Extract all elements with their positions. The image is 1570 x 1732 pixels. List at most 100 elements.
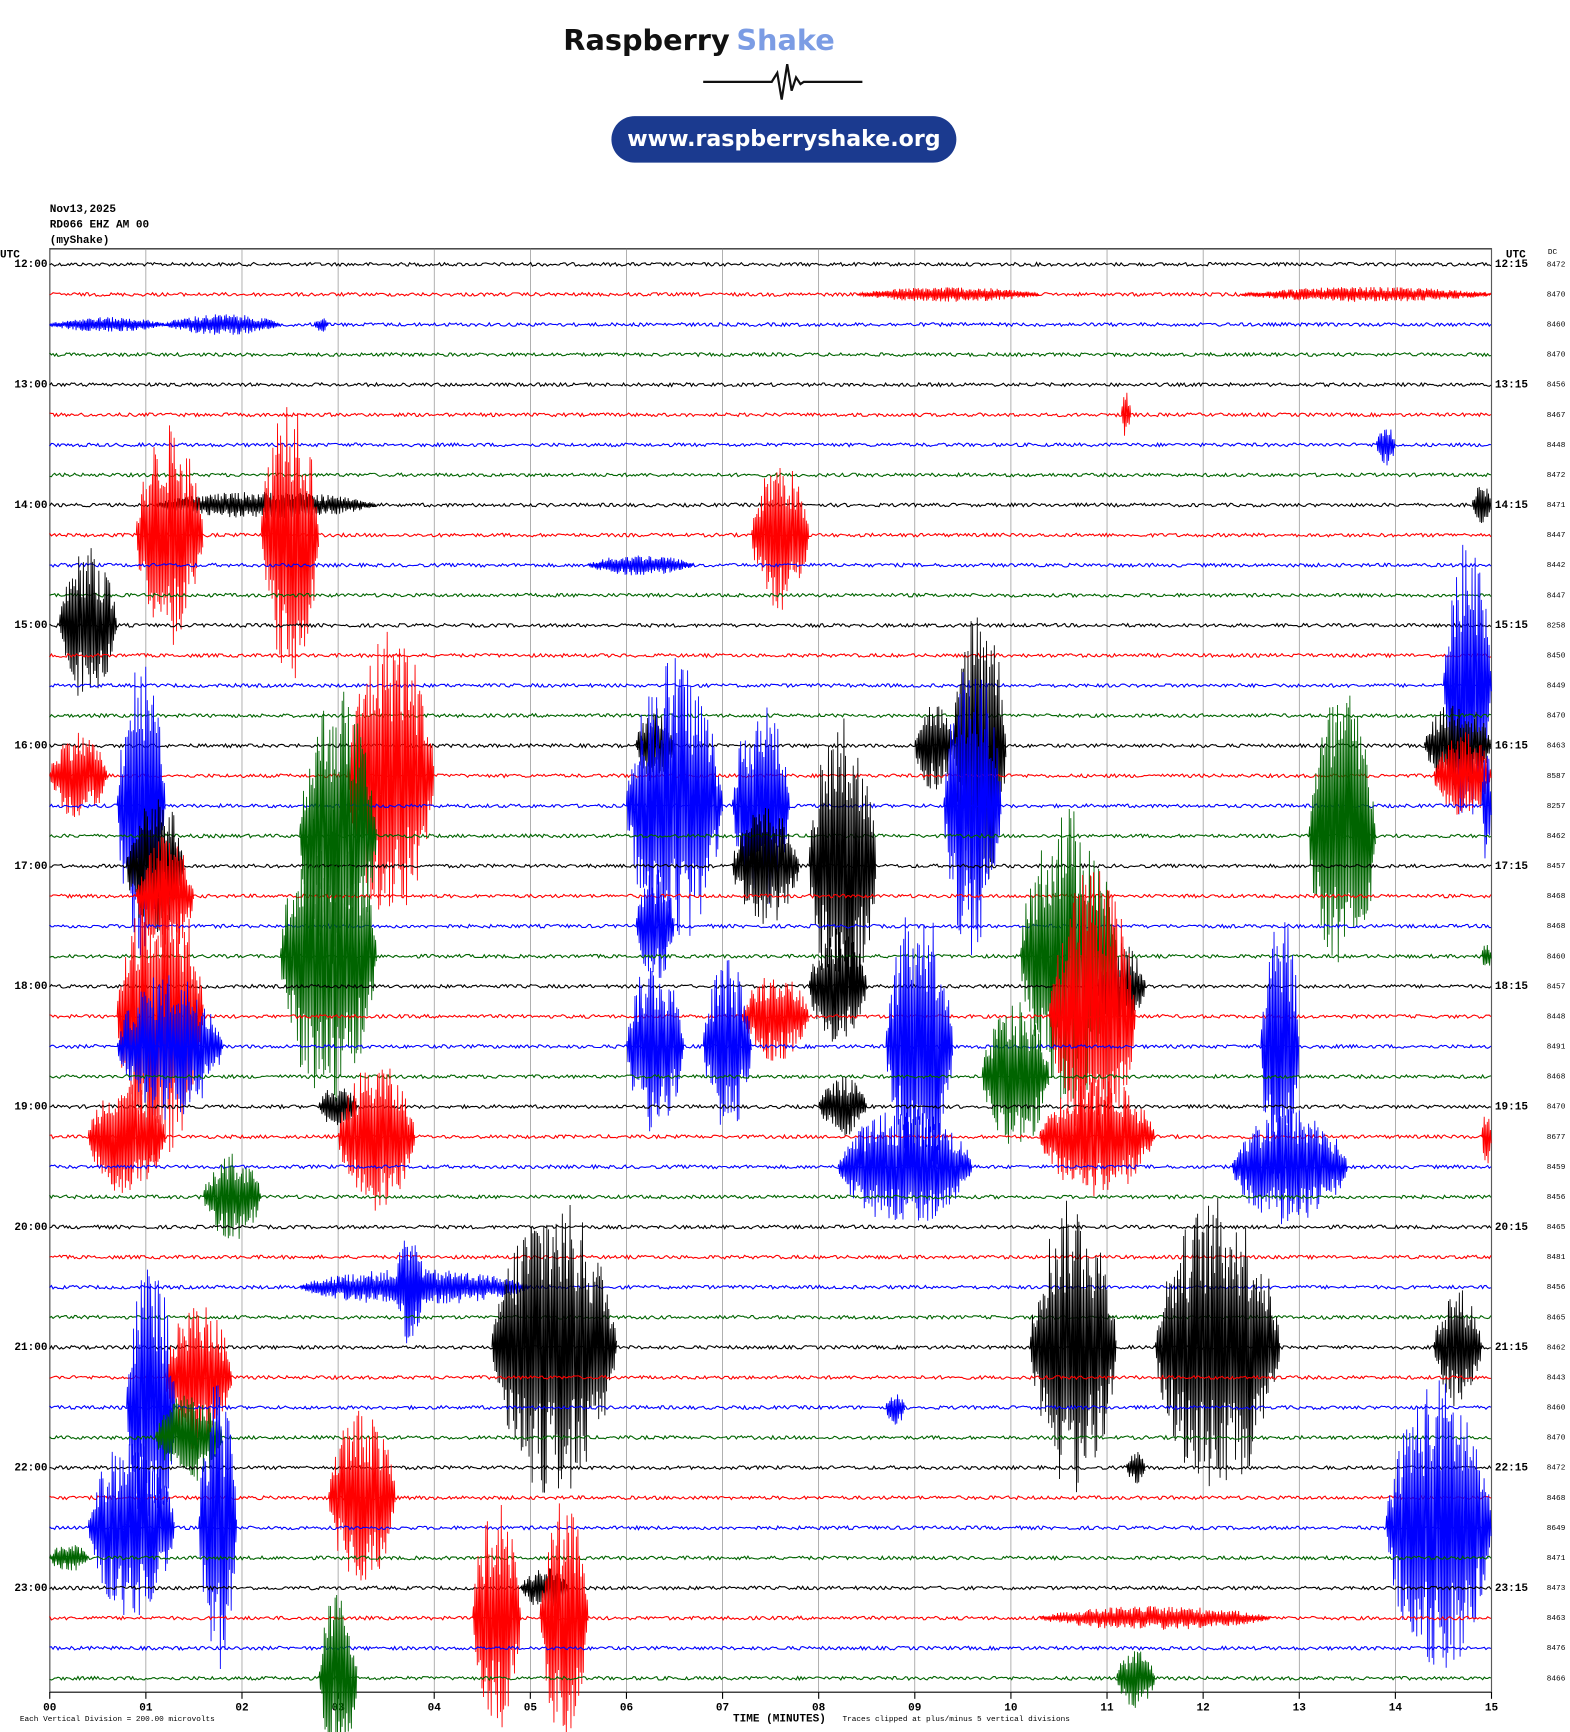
dc-value: 8472 <box>1547 261 1566 269</box>
dc-value: 8491 <box>1547 1044 1566 1052</box>
seismic-event <box>587 555 694 576</box>
trace <box>49 562 1492 569</box>
row-time-label: 23:00 <box>14 1583 47 1595</box>
dc-value: 8457 <box>1547 983 1566 991</box>
seismic-event <box>58 548 118 696</box>
trace <box>49 622 1492 629</box>
dc-value: 8468 <box>1547 923 1566 931</box>
seismic-event <box>203 1153 262 1239</box>
seismic-event <box>1048 871 1136 1163</box>
dc-value: 8463 <box>1547 1615 1566 1623</box>
seismic-event <box>856 287 1040 302</box>
seismic-event <box>981 1002 1050 1144</box>
trace <box>49 1073 1492 1080</box>
x-tick-label: 02 <box>235 1703 248 1715</box>
trace <box>49 1133 1492 1140</box>
dc-value: 8468 <box>1547 1495 1566 1503</box>
row-end-label: 19:15 <box>1495 1102 1529 1114</box>
dc-value: 8472 <box>1547 1465 1566 1473</box>
dc-value: 8465 <box>1547 1314 1566 1322</box>
utc-label: UTC <box>0 249 20 261</box>
url-pill <box>611 116 957 163</box>
dc-value: 8448 <box>1547 1013 1566 1021</box>
dc-value: 8677 <box>1547 1134 1566 1142</box>
seismic-event <box>885 1394 905 1425</box>
dc-value: 8257 <box>1547 803 1566 811</box>
seismic-event <box>198 1385 238 1669</box>
seismic-event <box>818 1077 868 1136</box>
seismic-event <box>337 1068 416 1211</box>
seismic-event <box>395 1240 425 1344</box>
trace <box>49 712 1492 719</box>
header-line: RD066 EHZ AM 00 <box>50 219 149 231</box>
x-tick-label: 06 <box>620 1703 634 1715</box>
seismic-event <box>164 1307 233 1449</box>
dc-value: 8456 <box>1547 382 1566 390</box>
trace <box>49 1374 1491 1381</box>
x-tick-label: 11 <box>1100 1703 1114 1715</box>
x-tick-label: 01 <box>139 1703 153 1715</box>
dc-value: 8258 <box>1547 622 1566 630</box>
trace <box>49 1585 1492 1591</box>
dc-header: DC <box>1548 249 1558 257</box>
row-time-label: 12:00 <box>14 259 47 271</box>
dc-value: 8442 <box>1547 562 1566 570</box>
dc-value: 8470 <box>1547 1435 1566 1443</box>
dc-value: 8449 <box>1547 683 1566 691</box>
seismic-event <box>1471 486 1492 524</box>
seismic-event <box>635 869 675 978</box>
trace <box>49 1314 1492 1321</box>
seismic-event <box>1481 945 1492 966</box>
trace <box>49 893 1492 899</box>
x-axis-label: TIME (MINUTES) <box>733 1714 826 1726</box>
seismic-event <box>1481 1116 1492 1164</box>
seismic-event <box>1433 732 1492 815</box>
row-time-label: 15:00 <box>14 620 47 632</box>
seismic-event <box>837 1109 973 1221</box>
trace <box>49 1675 1492 1682</box>
dc-value: 8470 <box>1547 1104 1566 1112</box>
seismic-event <box>1116 1651 1156 1708</box>
row-time-label: 16:00 <box>14 741 47 753</box>
dc-value: 8447 <box>1547 532 1566 540</box>
seismic-event <box>750 468 810 610</box>
x-tick-label: 13 <box>1293 1703 1307 1715</box>
seismic-event <box>318 1088 358 1131</box>
clip-note: Traces clipped at plus/minus 5 vertical … <box>842 1716 1069 1724</box>
utc-label: UTC <box>1506 249 1526 261</box>
dc-value: 8450 <box>1547 652 1566 660</box>
seismic-event <box>626 658 723 949</box>
row-end-label: 22:15 <box>1495 1463 1529 1475</box>
trace <box>49 923 1491 930</box>
trace <box>49 1224 1492 1230</box>
trace <box>49 1615 1492 1621</box>
row-time-label: 22:00 <box>14 1463 47 1475</box>
row-time-label: 18:00 <box>14 981 47 993</box>
seismic-event <box>1029 1200 1117 1493</box>
row-time-label: 20:00 <box>14 1222 47 1234</box>
dc-value: 8465 <box>1547 1224 1566 1232</box>
seismic-event <box>1154 1198 1281 1487</box>
dc-value: 8649 <box>1547 1525 1566 1533</box>
seismic-event <box>491 1204 617 1493</box>
seismic-event <box>1260 922 1300 1179</box>
dc-value: 8468 <box>1547 893 1566 901</box>
seismic-event <box>943 672 1002 956</box>
dc-value: 8456 <box>1547 1284 1566 1292</box>
x-tick-label: 00 <box>43 1703 56 1715</box>
dc-value: 8459 <box>1547 1164 1566 1172</box>
dc-value: 8471 <box>1547 1555 1566 1563</box>
scale-note: Each Vertical Division = 200.00 microvol… <box>20 1716 215 1724</box>
x-tick-label: 09 <box>908 1703 921 1715</box>
row-end-label: 21:15 <box>1495 1342 1529 1354</box>
x-tick-label: 10 <box>1004 1703 1017 1715</box>
seismic-event <box>313 318 329 332</box>
dc-value: 8462 <box>1547 833 1566 841</box>
seismic-event <box>1241 286 1492 302</box>
seismic-event <box>1375 429 1396 466</box>
trace <box>49 1645 1492 1652</box>
seismic-event <box>1020 809 1117 1100</box>
dc-value: 8470 <box>1547 291 1566 299</box>
header-line: Nov13,2025 <box>50 204 117 216</box>
